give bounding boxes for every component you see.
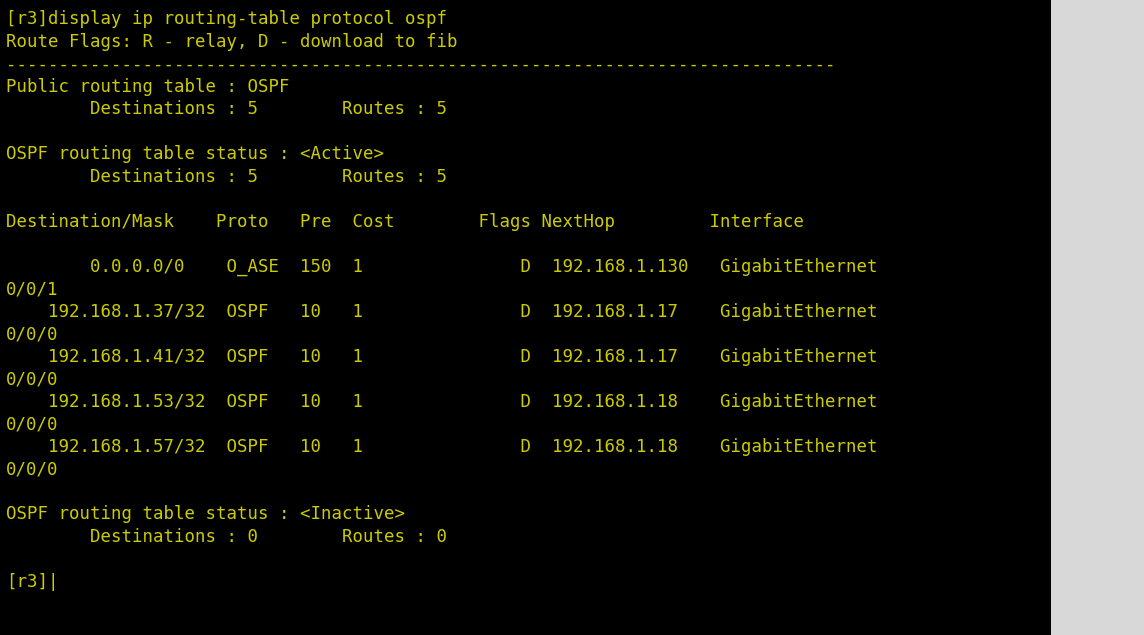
- Text: -------------------------------------------------------------------------------: ----------------------------------------…: [6, 55, 835, 73]
- Text: 0/0/0: 0/0/0: [6, 370, 58, 388]
- Text: Route Flags: R - relay, D - download to fib: Route Flags: R - relay, D - download to …: [6, 33, 458, 51]
- Text: 0/0/1: 0/0/1: [6, 280, 58, 298]
- Text: [r3]display ip routing-table protocol ospf: [r3]display ip routing-table protocol os…: [6, 10, 447, 28]
- Text: 0/0/0: 0/0/0: [6, 460, 58, 478]
- Text: 0/0/0: 0/0/0: [6, 415, 58, 433]
- Text: 192.168.1.57/32  OSPF   10   1               D  192.168.1.18    GigabitEthernet: 192.168.1.57/32 OSPF 10 1 D 192.168.1.18…: [6, 438, 877, 456]
- Text: 192.168.1.37/32  OSPF   10   1               D  192.168.1.17    GigabitEthernet: 192.168.1.37/32 OSPF 10 1 D 192.168.1.17…: [6, 303, 877, 321]
- Text: Destination/Mask    Proto   Pre  Cost        Flags NextHop         Interface: Destination/Mask Proto Pre Cost Flags Ne…: [6, 213, 804, 231]
- Text: [r3]|: [r3]|: [6, 573, 58, 591]
- Text: OSPF routing table status : <Inactive>: OSPF routing table status : <Inactive>: [6, 505, 405, 523]
- Text: Destinations : 0        Routes : 0: Destinations : 0 Routes : 0: [6, 528, 447, 545]
- Text: Destinations : 5        Routes : 5: Destinations : 5 Routes : 5: [6, 168, 447, 186]
- Text: 192.168.1.41/32  OSPF   10   1               D  192.168.1.17    GigabitEthernet: 192.168.1.41/32 OSPF 10 1 D 192.168.1.17…: [6, 348, 877, 366]
- Text: OSPF routing table status : <Active>: OSPF routing table status : <Active>: [6, 145, 384, 163]
- Bar: [1050, 0, 1144, 635]
- Text: Destinations : 5        Routes : 5: Destinations : 5 Routes : 5: [6, 100, 447, 118]
- Text: 0/0/0: 0/0/0: [6, 325, 58, 344]
- Text: 192.168.1.53/32  OSPF   10   1               D  192.168.1.18    GigabitEthernet: 192.168.1.53/32 OSPF 10 1 D 192.168.1.18…: [6, 393, 877, 411]
- Text: Public routing table : OSPF: Public routing table : OSPF: [6, 77, 289, 96]
- Text: 0.0.0.0/0    O_ASE  150  1               D  192.168.1.130   GigabitEthernet: 0.0.0.0/0 O_ASE 150 1 D 192.168.1.130 Gi…: [6, 258, 877, 276]
